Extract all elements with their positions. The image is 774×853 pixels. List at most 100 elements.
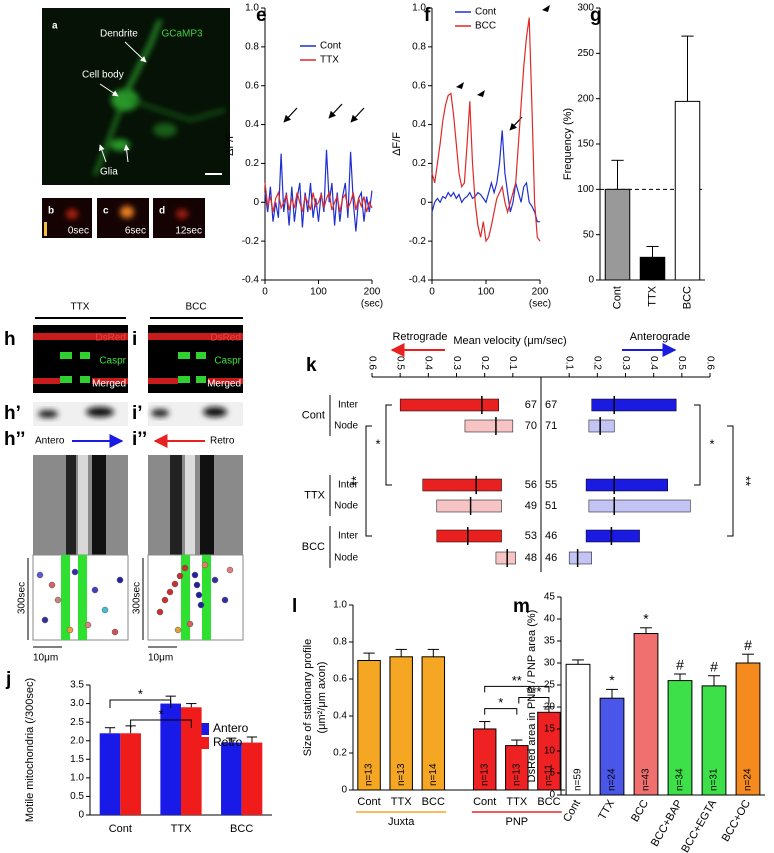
caspr xyxy=(60,376,72,383)
y-axis-label: DsRed area in PNP / PNP area (%) xyxy=(526,610,538,783)
panel-letter: j xyxy=(5,669,11,690)
range-bar xyxy=(464,419,514,433)
panel-i: i BCC DsRed Caspr Merged i’ i’’ Retro 30… xyxy=(132,302,244,664)
kymograph xyxy=(148,455,243,555)
node-stripe xyxy=(78,555,87,640)
significance-bracket xyxy=(365,425,372,537)
y-tick-label: 0.6 xyxy=(245,80,259,91)
y-tick-label: 0.2 xyxy=(412,158,426,169)
x-tick-label: 0.5 xyxy=(676,356,687,370)
panel-letter: i xyxy=(132,329,137,350)
x-tick-label: 100 xyxy=(310,287,327,298)
count-label: 51 xyxy=(545,500,557,512)
x-tick-label: TTX xyxy=(596,797,617,822)
direction-label: Anterograde xyxy=(630,331,691,343)
bar xyxy=(99,733,121,815)
axon xyxy=(33,333,128,340)
image-label: Cell body xyxy=(82,70,124,81)
kymo-stripe xyxy=(78,455,88,555)
bar-count-label: n=34 xyxy=(675,768,686,791)
panel-letter: b xyxy=(48,206,54,217)
blob xyxy=(38,410,58,418)
count-label: 53 xyxy=(525,530,537,542)
channel-label: DsRed xyxy=(95,333,126,344)
y-tick-label: 0 xyxy=(588,275,594,286)
image-label: Dendrite xyxy=(100,29,138,40)
significance-bracket xyxy=(109,699,172,708)
arrowhead xyxy=(477,90,485,97)
range-bar xyxy=(588,499,691,513)
group-label: Cont xyxy=(302,409,325,421)
bar xyxy=(241,742,263,815)
x-tick-label: Cont xyxy=(357,796,380,808)
y-tick-label: 0 xyxy=(341,785,347,796)
y-tick-label: 1.0 xyxy=(70,772,84,783)
significance-label: ** xyxy=(512,673,522,688)
significance-label: * xyxy=(498,695,503,710)
y-tick-label: 2.0 xyxy=(70,735,84,746)
significance-bracket xyxy=(484,685,550,693)
y-tick-label: 0.4 xyxy=(333,711,347,722)
y-tick-label: -0.4 xyxy=(409,275,427,286)
y-tick-label: 0.2 xyxy=(333,748,347,759)
node-stripe xyxy=(202,555,211,640)
y-axis-label: (μm²/μm axon) xyxy=(316,662,328,734)
condition-label: TTX xyxy=(71,302,90,313)
x-tick-label: BCC xyxy=(230,823,253,835)
y-tick-label: 0.4 xyxy=(245,119,259,130)
axon xyxy=(148,333,243,340)
arrow xyxy=(98,144,107,163)
x-tick-label: 0.4 xyxy=(423,356,434,370)
significance-label: # xyxy=(744,637,752,653)
significance-bracket xyxy=(484,708,518,715)
count-label: 56 xyxy=(525,479,537,491)
count-label: 49 xyxy=(525,500,537,512)
x-tick-label: TTX xyxy=(506,796,527,808)
axon xyxy=(33,378,60,384)
condition-label: BCC xyxy=(185,302,206,313)
kymo-stripe xyxy=(170,455,182,555)
y-tick-label: 0.6 xyxy=(412,80,426,91)
legend-swatch xyxy=(197,737,209,749)
row-label: Node xyxy=(334,501,358,512)
significance-bracket xyxy=(385,404,392,486)
panel-letter: g xyxy=(590,5,602,26)
significance-label: * xyxy=(158,706,163,721)
time-label: 0sec xyxy=(68,226,89,237)
line-series xyxy=(264,182,373,213)
bar xyxy=(181,707,202,815)
x-tick-label: 0.1 xyxy=(564,356,575,370)
length-scale: 10μm xyxy=(33,653,58,664)
y-axis-label: ΔF/F xyxy=(224,132,236,156)
panels-bcd: b c d 0sec 6sec 12sec xyxy=(42,198,205,238)
y-tick-label: 10 xyxy=(544,746,556,757)
channel-label: Caspr xyxy=(99,356,126,367)
panel-letter: f xyxy=(424,5,431,26)
x-tick-label: Cont xyxy=(561,798,583,824)
range-bar xyxy=(436,529,502,543)
y-tick-label: 0.8 xyxy=(333,637,347,648)
y-tick-label: 0 xyxy=(78,810,84,821)
channel-label: Caspr xyxy=(214,356,241,367)
row-label: Inter xyxy=(338,480,359,491)
x-tick-label: BCC+OC xyxy=(720,798,753,844)
arrow xyxy=(124,41,147,63)
line-series xyxy=(431,130,540,223)
significance-label: # xyxy=(676,657,684,673)
group-label: BCC xyxy=(302,541,325,553)
arrow xyxy=(123,144,130,163)
time-scale: 300sec xyxy=(132,582,143,614)
bar-count-label: n=24 xyxy=(743,768,754,791)
channel-label: DsRed xyxy=(210,333,241,344)
direction-label: Retrograde xyxy=(392,331,447,343)
y-tick-label: 1.5 xyxy=(70,754,84,765)
blob xyxy=(203,407,227,417)
y-axis-label: ΔF/F xyxy=(391,132,403,156)
y-tick-label: 40 xyxy=(544,614,556,625)
y-tick-label: 100 xyxy=(577,184,594,195)
x-tick-label: BCC+BAP xyxy=(649,798,685,849)
panel-a: a GCaMP3 Dendrite Cell body Glia xyxy=(42,8,230,185)
count-label: 67 xyxy=(525,399,537,411)
x-tick-label: BCC xyxy=(629,798,651,824)
cell xyxy=(176,209,188,219)
